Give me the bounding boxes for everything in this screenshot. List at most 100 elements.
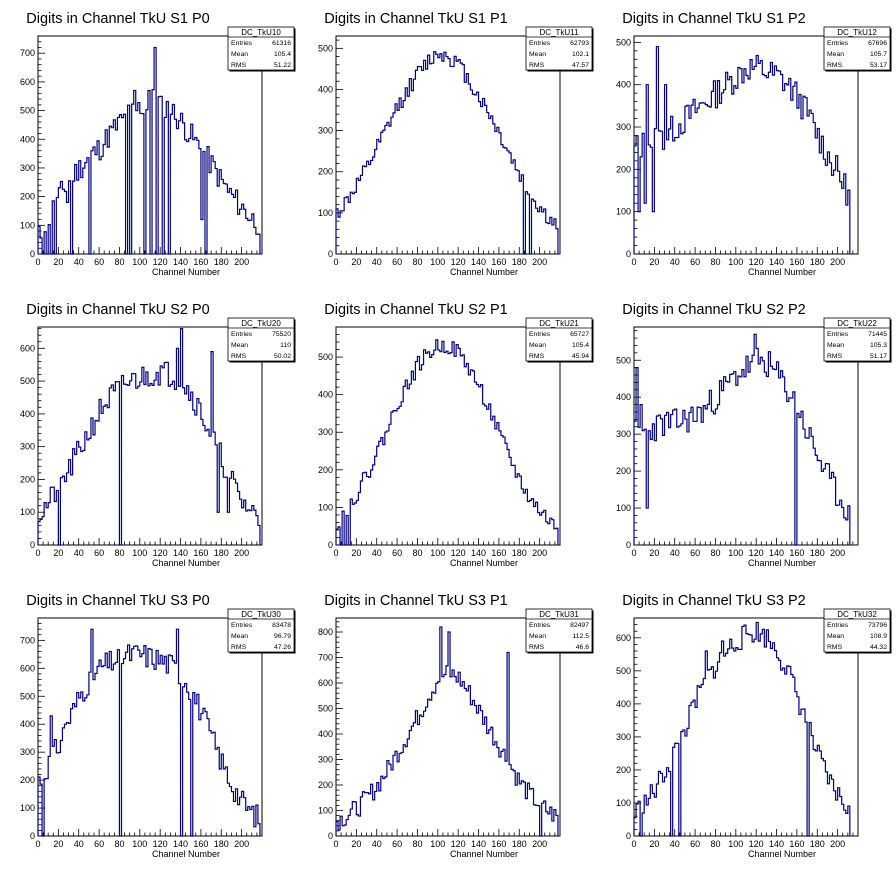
- stats-rms-value: 53.17: [870, 62, 887, 69]
- x-tick-label: 120: [451, 548, 466, 558]
- chart-title: Digits in Channel TkU S3 P0: [26, 593, 210, 609]
- x-tick-label: 40: [670, 257, 680, 267]
- tku-s3-p1-svg: Digits in Channel TkU S3 P1 0 20 40 60 80 100 1…: [318, 593, 594, 859]
- x-tick-label: 180: [512, 839, 527, 849]
- stats-mean-label: Mean: [827, 633, 844, 640]
- x-tick-label: 160: [193, 839, 208, 849]
- y-tick-label: 300: [318, 755, 333, 765]
- x-tick-label: 60: [690, 839, 700, 849]
- y-tick-label: 300: [318, 427, 333, 437]
- y-tick-label: 500: [318, 43, 333, 53]
- histogram-line: [633, 333, 851, 546]
- stats-rms-label: RMS: [529, 62, 545, 69]
- stats-mean-label: Mean: [529, 51, 546, 58]
- stats-rms-value: 51.17: [870, 353, 887, 360]
- x-axis-label: Channel Number: [748, 849, 816, 859]
- x-tick-label: 60: [392, 257, 402, 267]
- x-tick-label: 40: [372, 548, 382, 558]
- y-tick-label: 100: [20, 220, 35, 230]
- y-tick-label: 100: [616, 207, 631, 217]
- x-tick-label: 100: [430, 839, 445, 849]
- x-tick-label: 180: [214, 257, 229, 267]
- tku-s1-p0-svg: Digits in Channel TkU S1 P0 0 20 40 60 80 100 1…: [20, 11, 296, 277]
- x-tick-label: 20: [351, 257, 361, 267]
- x-tick-label: 120: [749, 548, 764, 558]
- y-tick-label: 200: [616, 466, 631, 476]
- y-tick-label: 600: [616, 633, 631, 643]
- x-axis-label: Channel Number: [450, 267, 518, 277]
- y-tick-label: 400: [20, 134, 35, 144]
- y-tick-label: 200: [616, 164, 631, 174]
- y-tick-label: 700: [318, 653, 333, 663]
- x-tick-label: 100: [132, 548, 147, 558]
- x-tick-label: 160: [491, 839, 506, 849]
- x-tick-label: 0: [333, 257, 338, 267]
- stats-entries-label: Entries: [827, 331, 849, 338]
- x-tick-label: 20: [53, 548, 63, 558]
- x-tick-label: 0: [35, 548, 40, 558]
- tku-s3-p2-svg: Digits in Channel TkU S3 P2 0 20 40 60 80 100 1…: [616, 593, 892, 859]
- histogram-line: [37, 328, 261, 546]
- x-tick-label: 0: [631, 548, 636, 558]
- stats-histogram-name: DC_TkU10: [241, 28, 281, 37]
- y-tick-label: 300: [20, 442, 35, 452]
- x-tick-label: 100: [132, 257, 147, 267]
- x-tick-label: 100: [728, 257, 743, 267]
- stats-entries-value: 73796: [868, 622, 887, 629]
- y-tick-label: 0: [328, 249, 333, 259]
- y-tick-label: 600: [20, 343, 35, 353]
- tku-s1-p1-pad: Digits in Channel TkU S1 P1 0 20 40 60 80 100 1…: [298, 0, 596, 290]
- x-tick-label: 60: [690, 257, 700, 267]
- x-tick-label: 140: [769, 839, 784, 849]
- y-tick-label: 200: [616, 765, 631, 775]
- chart-title: Digits in Channel TkU S2 P2: [622, 302, 806, 318]
- y-tick-label: 600: [20, 77, 35, 87]
- chart-title: Digits in Channel TkU S3 P1: [324, 593, 508, 609]
- x-tick-label: 120: [153, 257, 168, 267]
- x-tick-label: 200: [234, 839, 249, 849]
- tku-s1-p2-svg: Digits in Channel TkU S1 P2 0 20 40 60 80 100 1…: [616, 11, 892, 277]
- x-tick-label: 100: [430, 257, 445, 267]
- x-tick-label: 40: [372, 839, 382, 849]
- x-tick-label: 20: [53, 839, 63, 849]
- x-tick-label: 40: [372, 257, 382, 267]
- y-tick-label: 500: [616, 37, 631, 47]
- y-tick-label: 400: [20, 719, 35, 729]
- x-tick-label: 160: [193, 548, 208, 558]
- stats-entries-value: 62793: [570, 40, 589, 47]
- x-tick-label: 100: [132, 839, 147, 849]
- x-axis-label: Channel Number: [450, 849, 518, 859]
- x-tick-label: 80: [710, 257, 720, 267]
- x-tick-label: 40: [74, 548, 84, 558]
- y-tick-label: 0: [626, 831, 631, 841]
- y-tick-label: 0: [30, 831, 35, 841]
- chart-title: Digits in Channel TkU S1 P1: [324, 11, 508, 27]
- y-tick-label: 100: [318, 502, 333, 512]
- stats-entries-label: Entries: [231, 331, 253, 338]
- chart-title: Digits in Channel TkU S1 P2: [622, 11, 806, 27]
- tku-s2-p2-svg: Digits in Channel TkU S2 P2 0 20 40 60 80 100 1…: [616, 302, 892, 568]
- stats-entries-value: 83478: [272, 622, 291, 629]
- stats-box: DC_TkU12 Entries 67696 Mean 105.7 RMS 53.17: [823, 26, 892, 72]
- stats-mean-value: 105.3: [870, 342, 887, 349]
- stats-rms-label: RMS: [231, 62, 247, 69]
- stats-mean-label: Mean: [231, 633, 248, 640]
- y-tick-label: 400: [318, 84, 333, 94]
- x-axis-label: Channel Number: [450, 558, 518, 568]
- y-tick-label: 0: [328, 540, 333, 550]
- y-tick-label: 500: [20, 691, 35, 701]
- x-tick-label: 160: [789, 839, 804, 849]
- y-tick-label: 400: [318, 390, 333, 400]
- x-tick-label: 0: [333, 839, 338, 849]
- stats-entries-value: 61316: [272, 40, 291, 47]
- x-tick-label: 120: [451, 257, 466, 267]
- x-tick-label: 200: [830, 257, 845, 267]
- x-tick-label: 60: [94, 548, 104, 558]
- chart-title: Digits in Channel TkU S2 P1: [324, 302, 508, 318]
- x-tick-label: 80: [114, 257, 124, 267]
- stats-rms-value: 47.57: [572, 62, 589, 69]
- y-tick-label: 100: [616, 798, 631, 808]
- tku-s3-p2-pad: Digits in Channel TkU S3 P2 0 20 40 60 80 100 1…: [596, 582, 894, 872]
- y-tick-label: 300: [616, 122, 631, 132]
